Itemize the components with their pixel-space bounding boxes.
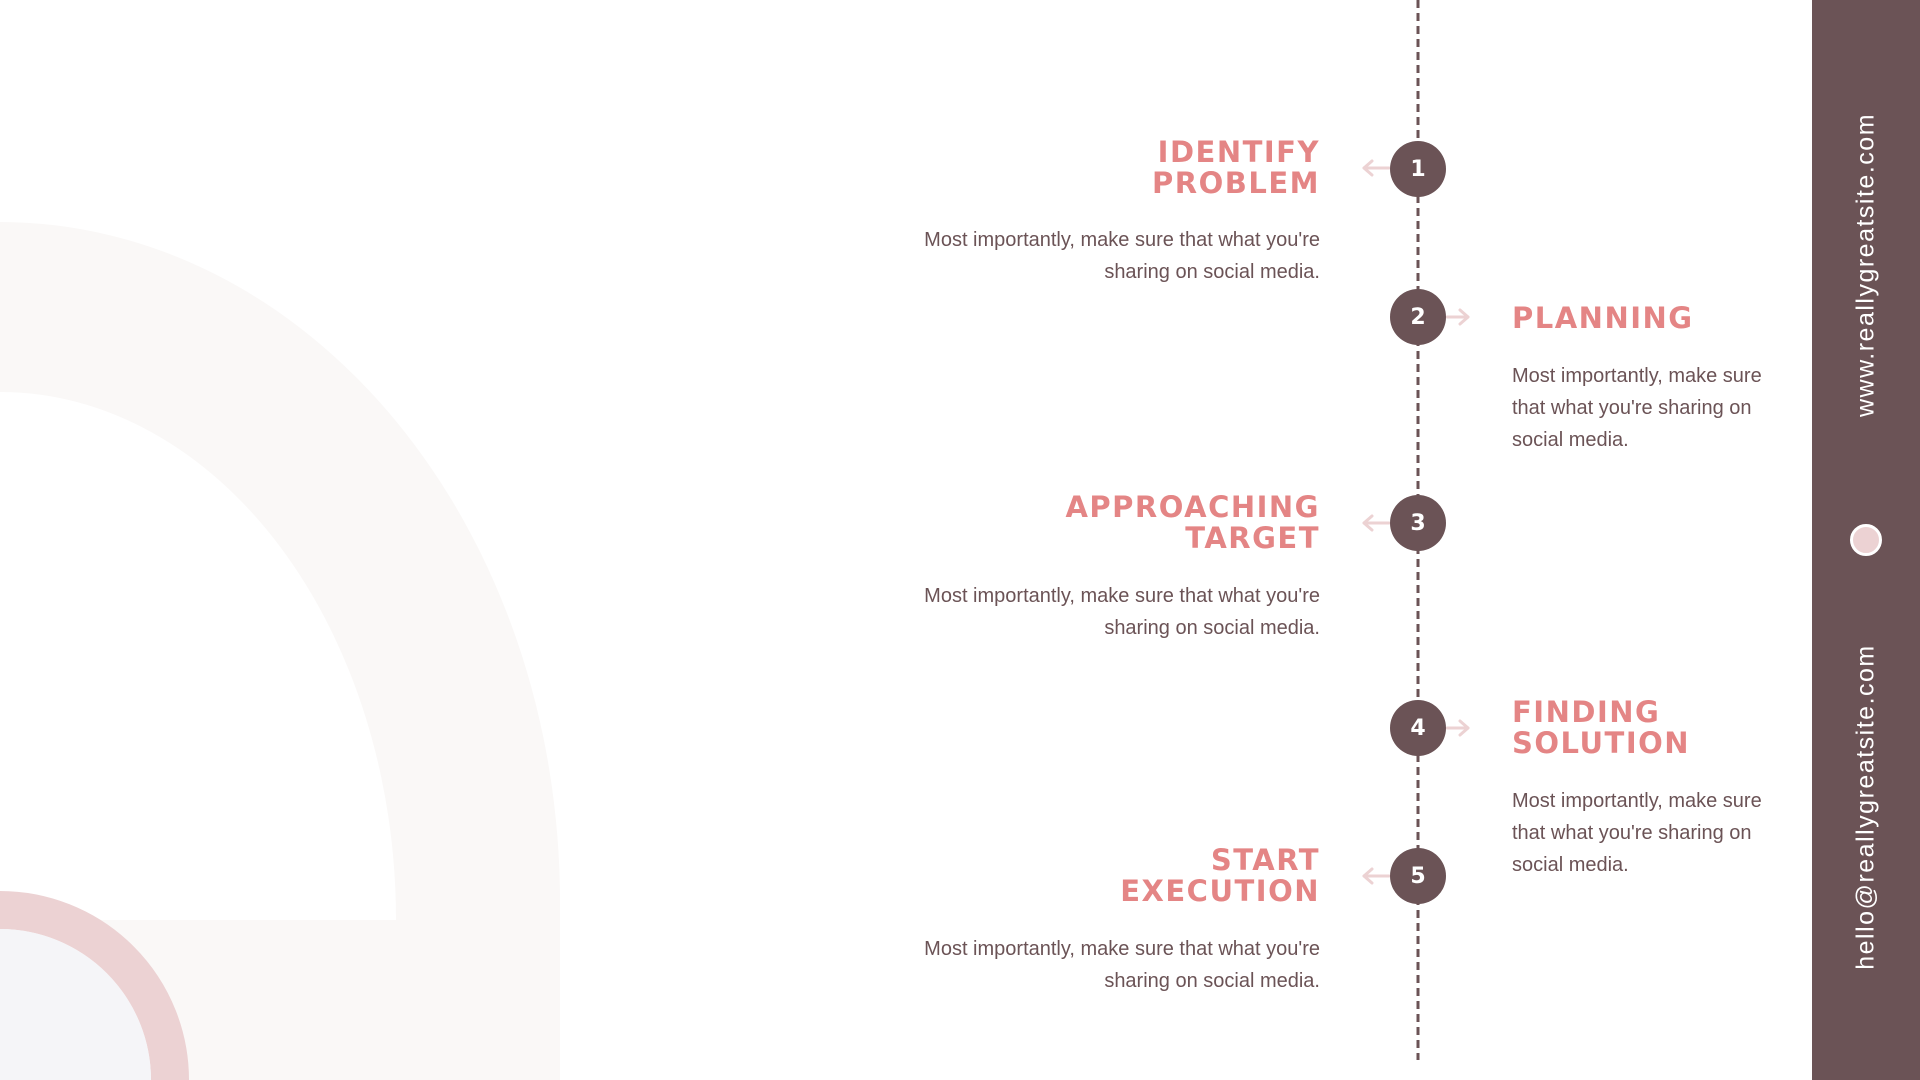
step-4-number-node: 4 (1390, 700, 1446, 756)
website-link[interactable]: www.reallygreatsite.com (1851, 112, 1880, 418)
arrow-left-3 (1362, 514, 1391, 532)
arrow-left-5 (1362, 867, 1391, 885)
email-link[interactable]: hello@reallygreatsite.com (1851, 644, 1880, 970)
step-3-description: Most importantly, make sure that what yo… (924, 585, 1320, 639)
step-3-number-node: 3 (1390, 495, 1446, 551)
step-2-title: PLANNING (1512, 303, 1694, 334)
step-1-title-line2: PROBLEM (1152, 166, 1320, 200)
step-5-title-line2: EXECUTION (1120, 874, 1320, 908)
step-1-title: IDENTIFY PROBLEM (1152, 137, 1320, 199)
step-1-description: Most importantly, make sure that what yo… (924, 229, 1320, 283)
step-2-number-node: 2 (1390, 289, 1446, 345)
step-5-title: START EXECUTION (1120, 845, 1320, 907)
step-5-description: Most importantly, make sure that what yo… (924, 938, 1320, 992)
arrow-left-1 (1362, 159, 1391, 177)
step-3-title-line2: TARGET (1185, 521, 1320, 555)
arrow-right-4 (1445, 719, 1470, 737)
step-3-number: 3 (1410, 510, 1426, 536)
sidebar-dot (1850, 524, 1882, 556)
step-3-title-line1: APPROACHING (1065, 490, 1320, 524)
sidebar: www.reallygreatsite.com hello@reallygrea… (1812, 0, 1920, 1080)
arrow-right-2 (1445, 308, 1470, 326)
step-2-title-line1: PLANNING (1512, 301, 1694, 335)
step-4-description: Most importantly, make sure that what yo… (1512, 790, 1762, 876)
step-1-title-line1: IDENTIFY (1157, 135, 1320, 169)
step-5-title-line1: START (1210, 843, 1320, 877)
step-2-description: Most importantly, make sure that what yo… (1512, 365, 1762, 451)
step-4-title-line2: SOLUTION (1512, 726, 1691, 760)
step-4-title-line1: FINDING (1512, 695, 1661, 729)
step-1-number-node: 1 (1390, 141, 1446, 197)
step-5-number-node: 5 (1390, 848, 1446, 904)
step-5-number: 5 (1410, 863, 1426, 889)
step-3-title: APPROACHING TARGET (1065, 492, 1320, 554)
background-circle (0, 929, 151, 1080)
step-4-number: 4 (1410, 715, 1426, 741)
step-1-number: 1 (1410, 156, 1426, 182)
step-4-title: FINDING SOLUTION (1512, 697, 1690, 759)
background-arch (0, 222, 560, 1080)
step-2-number: 2 (1410, 304, 1426, 330)
